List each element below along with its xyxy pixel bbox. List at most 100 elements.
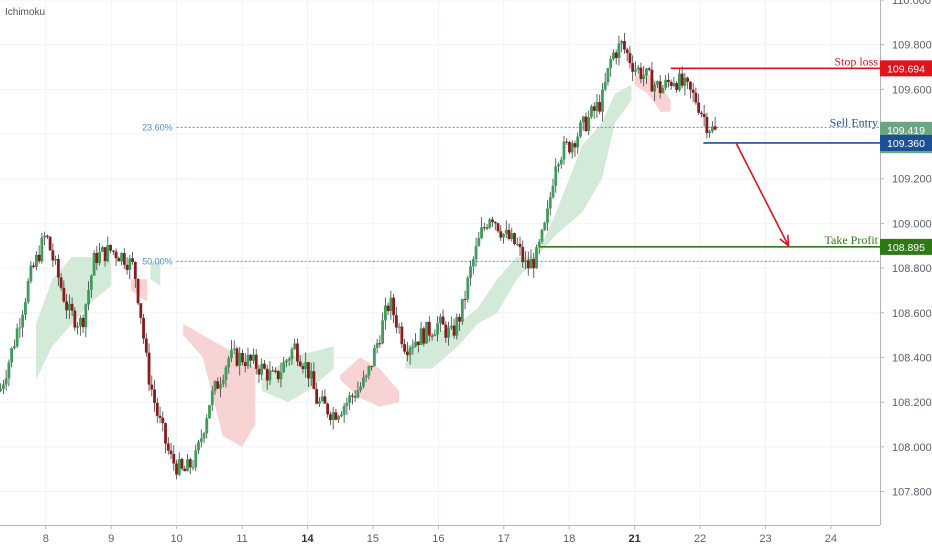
cloud-segment-bear	[340, 357, 400, 407]
candle-body	[172, 454, 176, 464]
candle-body	[408, 348, 412, 356]
candle-body	[436, 323, 439, 335]
candle-body	[598, 102, 602, 112]
candle-body	[499, 231, 503, 238]
candle-body	[411, 346, 415, 349]
candle-body	[158, 415, 162, 418]
candle-body	[21, 314, 25, 328]
candle-body	[367, 366, 371, 376]
candle-body	[496, 223, 500, 232]
candle-body	[612, 52, 615, 60]
candle-body	[568, 142, 571, 153]
candle-body	[526, 260, 530, 269]
projection-arrow	[735, 142, 790, 248]
candle-body	[705, 116, 709, 134]
candle-body	[562, 141, 566, 160]
candle-body	[249, 354, 253, 361]
candle-body	[183, 468, 187, 472]
take-profit-label: Take Profit	[825, 233, 879, 247]
candle-body	[702, 113, 706, 117]
candle-body	[614, 52, 618, 59]
candle-body	[323, 396, 327, 404]
candle-body	[557, 164, 560, 167]
candle-body	[452, 325, 456, 336]
candle-body	[375, 343, 379, 349]
indicator-label: Ichimoku	[5, 7, 45, 18]
candle-body	[680, 73, 684, 86]
y-tick-label: 108.600	[892, 308, 932, 320]
candle-body	[155, 402, 159, 416]
candle-body	[381, 320, 385, 344]
candle-body	[62, 287, 66, 302]
candle-body	[87, 289, 90, 305]
candle-body	[677, 73, 681, 91]
fib-50-label: 50.00%	[142, 256, 173, 266]
candle-body	[67, 303, 71, 311]
candle-body	[656, 81, 659, 85]
x-tick-label: 17	[498, 533, 510, 545]
candle-body	[664, 79, 668, 88]
candle-body	[32, 265, 36, 267]
candle-body	[293, 343, 297, 350]
candle-body	[348, 395, 352, 403]
arrow-shaft	[735, 142, 790, 247]
candle-body	[188, 459, 192, 468]
candle-body	[653, 84, 657, 92]
candle-body	[667, 79, 670, 83]
candle-body	[34, 254, 38, 267]
candle-body	[515, 243, 519, 245]
candle-body	[89, 275, 93, 290]
x-tick-label: 21	[629, 533, 641, 545]
candle-body	[694, 92, 698, 103]
candle-body	[147, 352, 151, 385]
candle-body	[359, 386, 363, 391]
candle-body	[260, 363, 264, 375]
x-tick-label: 8	[43, 533, 49, 545]
sell-entry-badge-text: 109.360	[887, 138, 925, 150]
candle-body	[554, 166, 558, 186]
candle-body	[686, 77, 690, 82]
candle-body	[397, 326, 401, 328]
candle-body	[433, 334, 437, 336]
candle-body	[100, 247, 104, 252]
candle-body	[109, 244, 112, 251]
candle-body	[235, 348, 239, 366]
fib-23-6-label: 23.60%	[142, 122, 173, 132]
candle-body	[595, 102, 599, 111]
candle-body	[603, 82, 607, 90]
candle-body	[18, 327, 22, 329]
candle-body	[4, 378, 8, 385]
candle-body	[224, 367, 228, 381]
candle-body	[438, 316, 442, 324]
candle-body	[312, 371, 316, 390]
candle-body	[370, 366, 374, 368]
candle-body	[345, 402, 349, 407]
candle-body	[675, 83, 679, 91]
candle-body	[565, 141, 569, 143]
x-tick-label: 24	[825, 533, 837, 545]
candle-body	[576, 136, 580, 148]
candle-body	[301, 366, 305, 370]
candle-body	[150, 384, 154, 390]
stop-loss-badge-text: 109.694	[887, 63, 925, 75]
candle-body	[458, 316, 461, 322]
candle-body	[356, 390, 360, 398]
candle-body	[507, 229, 511, 240]
y-tick-label: 108.400	[892, 352, 932, 364]
candle-body	[601, 89, 604, 112]
candle-body	[37, 254, 41, 262]
candle-body	[117, 258, 121, 262]
candle-body	[84, 304, 88, 328]
candle-body	[474, 246, 478, 260]
candle-body	[502, 233, 505, 238]
candle-body	[403, 344, 407, 352]
candle-body	[609, 59, 613, 69]
candle-body	[394, 315, 398, 328]
stop-loss-label: Stop loss	[834, 54, 878, 68]
candle-body	[40, 237, 44, 262]
candle-body	[372, 348, 376, 367]
candle-body	[524, 260, 527, 263]
candle-body	[532, 259, 536, 269]
